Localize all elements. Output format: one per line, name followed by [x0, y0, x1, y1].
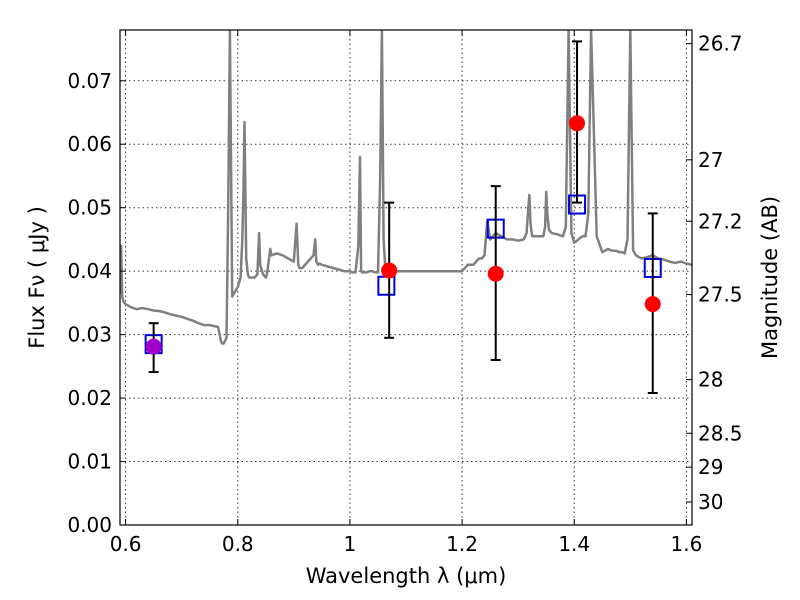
y-tick-label: 0.06	[67, 132, 112, 156]
right-tick-label: 27	[698, 148, 723, 172]
x-tick-label: 0.6	[110, 532, 142, 556]
right-tick-label: 28	[698, 368, 723, 392]
x-tick-label: 0.8	[222, 532, 254, 556]
observed-flux-point	[487, 265, 504, 282]
observed-flux-point	[569, 115, 586, 132]
grid-lines	[120, 30, 692, 525]
y-tick-label: 0.07	[67, 69, 112, 93]
right-tick-label: 30	[698, 490, 723, 514]
sed-template-line	[120, 30, 692, 345]
right-tick-label: 26.7	[698, 32, 743, 56]
observed-flux-point	[145, 338, 162, 355]
y-axis-right-label: Magnitude (AB)	[758, 196, 782, 359]
observed-flux-point	[644, 296, 661, 313]
y-tick-label: 0.02	[67, 386, 112, 410]
plot-frame	[119, 29, 693, 526]
x-axis-label: Wavelength λ (μm)	[306, 564, 507, 588]
right-tick-label: 28.5	[698, 421, 743, 445]
x-tick-label: 1.4	[558, 532, 590, 556]
y-axis-label: Flux Fν ( μJy )	[25, 206, 49, 349]
axes: 0.6 0.8 1 1.2 1.4 1.6 0.00 0.01 0.02 0.03 0.04 0.05…	[67, 30, 743, 556]
right-tick-label: 29	[698, 455, 723, 479]
x-tick-label: 1	[344, 532, 357, 556]
y-tick-label: 0.05	[67, 196, 112, 220]
x-tick-label: 1.6	[670, 532, 702, 556]
series-layer	[120, 30, 692, 394]
y-tick-label: 0.03	[67, 323, 112, 347]
y-tick-label: 0.01	[67, 450, 112, 474]
x-tick-label: 1.2	[446, 532, 478, 556]
right-tick-label: 27.2	[698, 209, 743, 233]
y-tick-label: 0.00	[67, 513, 112, 537]
observed-flux-point	[381, 262, 398, 279]
y-tick-label: 0.04	[67, 259, 112, 283]
right-tick-label: 27.5	[698, 283, 743, 307]
